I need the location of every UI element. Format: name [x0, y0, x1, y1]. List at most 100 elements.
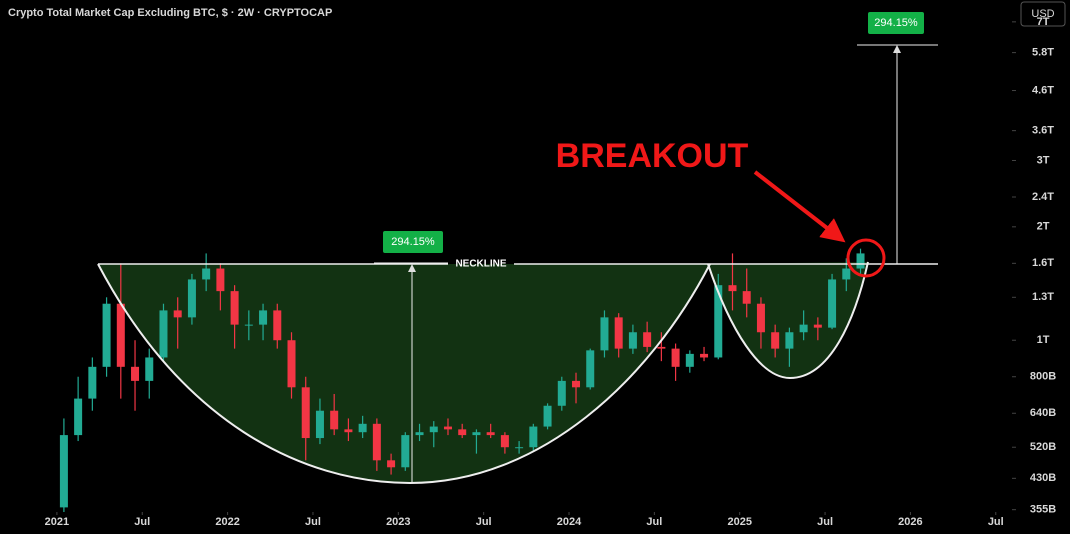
candle-body	[159, 310, 168, 358]
breakout-arrow	[753, 170, 846, 243]
candle-body	[486, 432, 495, 436]
y-tick-label: 2.4T	[1032, 191, 1054, 203]
candle-body	[330, 410, 339, 430]
candle-body	[714, 285, 723, 358]
candle-body	[643, 332, 652, 347]
candle-body	[145, 357, 154, 381]
candle-body	[74, 398, 83, 436]
candle-body	[401, 435, 410, 468]
candle-body	[771, 332, 780, 349]
x-tick-label: 2026	[898, 516, 922, 528]
y-tick-label: 355B	[1030, 504, 1056, 516]
cup-fill	[98, 264, 710, 483]
x-tick-label: Jul	[646, 516, 662, 528]
candle-body	[202, 268, 211, 280]
candle-body	[244, 324, 253, 326]
x-tick-label: Jul	[476, 516, 492, 528]
pattern-lines	[97, 44, 938, 485]
x-tick-label: 2021	[45, 516, 69, 528]
label-box	[868, 12, 924, 34]
breakout-label: BREAKOUT	[556, 137, 749, 175]
x-tick-label: Jul	[305, 516, 321, 528]
candle-body	[301, 387, 310, 439]
currency-box	[1020, 1, 1066, 27]
y-tick-label: 1T	[1037, 334, 1050, 346]
candle-body	[799, 324, 808, 333]
candle-body	[458, 429, 467, 436]
candle-body	[657, 346, 666, 349]
y-tick-label: 1.6T	[1032, 257, 1054, 269]
x-tick-label: 2022	[215, 516, 239, 528]
candle-body	[216, 268, 225, 292]
candle-body	[842, 268, 851, 280]
candle-body	[59, 435, 68, 508]
handle-curve	[707, 261, 869, 380]
candle-body	[472, 432, 481, 436]
target-label: 294.15%	[874, 17, 918, 29]
currency: USD	[1031, 8, 1054, 20]
y-tick-label: 640B	[1030, 407, 1056, 419]
cup-curve	[97, 263, 711, 485]
candles	[59, 248, 865, 512]
candle-body	[543, 405, 552, 427]
x-tick-label: Jul	[134, 516, 150, 528]
candle-body	[856, 253, 865, 269]
y-tick-label: 2T	[1037, 221, 1050, 233]
x-tick-label: Jul	[988, 516, 1004, 528]
x-tick-label: 2024	[557, 516, 582, 528]
x-tick-label: 2023	[386, 516, 410, 528]
y-tick-label: 430B	[1030, 472, 1056, 484]
candle-body	[259, 310, 268, 325]
candle-body	[600, 317, 609, 351]
candle-body	[756, 303, 765, 333]
candle-body	[429, 426, 438, 433]
candle-body	[287, 340, 296, 388]
candle-body	[131, 366, 140, 381]
candle-body	[102, 303, 111, 367]
candle-body	[273, 310, 282, 341]
candle-body	[557, 380, 566, 406]
candle-body	[828, 279, 837, 328]
candle-body	[372, 423, 381, 461]
candle-body	[358, 423, 367, 433]
candle-body	[515, 447, 524, 449]
candle-body	[586, 350, 595, 388]
candle-body	[387, 460, 396, 468]
chart-title: Crypto Total Market Cap Excluding BTC, $…	[8, 7, 332, 19]
candle-body	[116, 303, 125, 367]
breakout-circle	[846, 238, 886, 278]
candle-body	[671, 348, 680, 367]
candle-body	[88, 366, 97, 399]
candle-body	[785, 332, 794, 349]
pattern	[98, 262, 868, 483]
candle-body	[628, 332, 637, 349]
candle-body	[700, 353, 709, 358]
y-tick-label: 4.6T	[1032, 84, 1054, 96]
y-tick-label: 520B	[1030, 441, 1056, 453]
candle-body	[315, 410, 324, 439]
x-tick-label: 2025	[727, 516, 751, 528]
candle-body	[173, 310, 182, 318]
candle-body	[443, 426, 452, 430]
candle-body	[742, 291, 751, 304]
candle-body	[344, 429, 353, 433]
candle-body	[728, 285, 737, 292]
label-box	[383, 231, 443, 253]
y-tick-label: 800B	[1030, 371, 1056, 383]
x-tick-label: Jul	[817, 516, 833, 528]
measure-label: 294.15%	[391, 236, 435, 248]
candle-body	[614, 317, 623, 349]
candle-body	[813, 324, 822, 328]
y-tick-label: 5.8T	[1032, 47, 1054, 59]
y-tick-label: 3.6T	[1032, 125, 1054, 137]
neckline-label: NECKLINE	[455, 259, 506, 270]
candle-body	[415, 432, 424, 436]
candle-body	[230, 291, 239, 325]
y-tick-label: 3T	[1037, 154, 1050, 166]
handle-fill	[708, 262, 868, 378]
y-tick-label: 7T	[1037, 16, 1050, 28]
candle-body	[685, 353, 694, 367]
candle-body	[187, 279, 196, 318]
